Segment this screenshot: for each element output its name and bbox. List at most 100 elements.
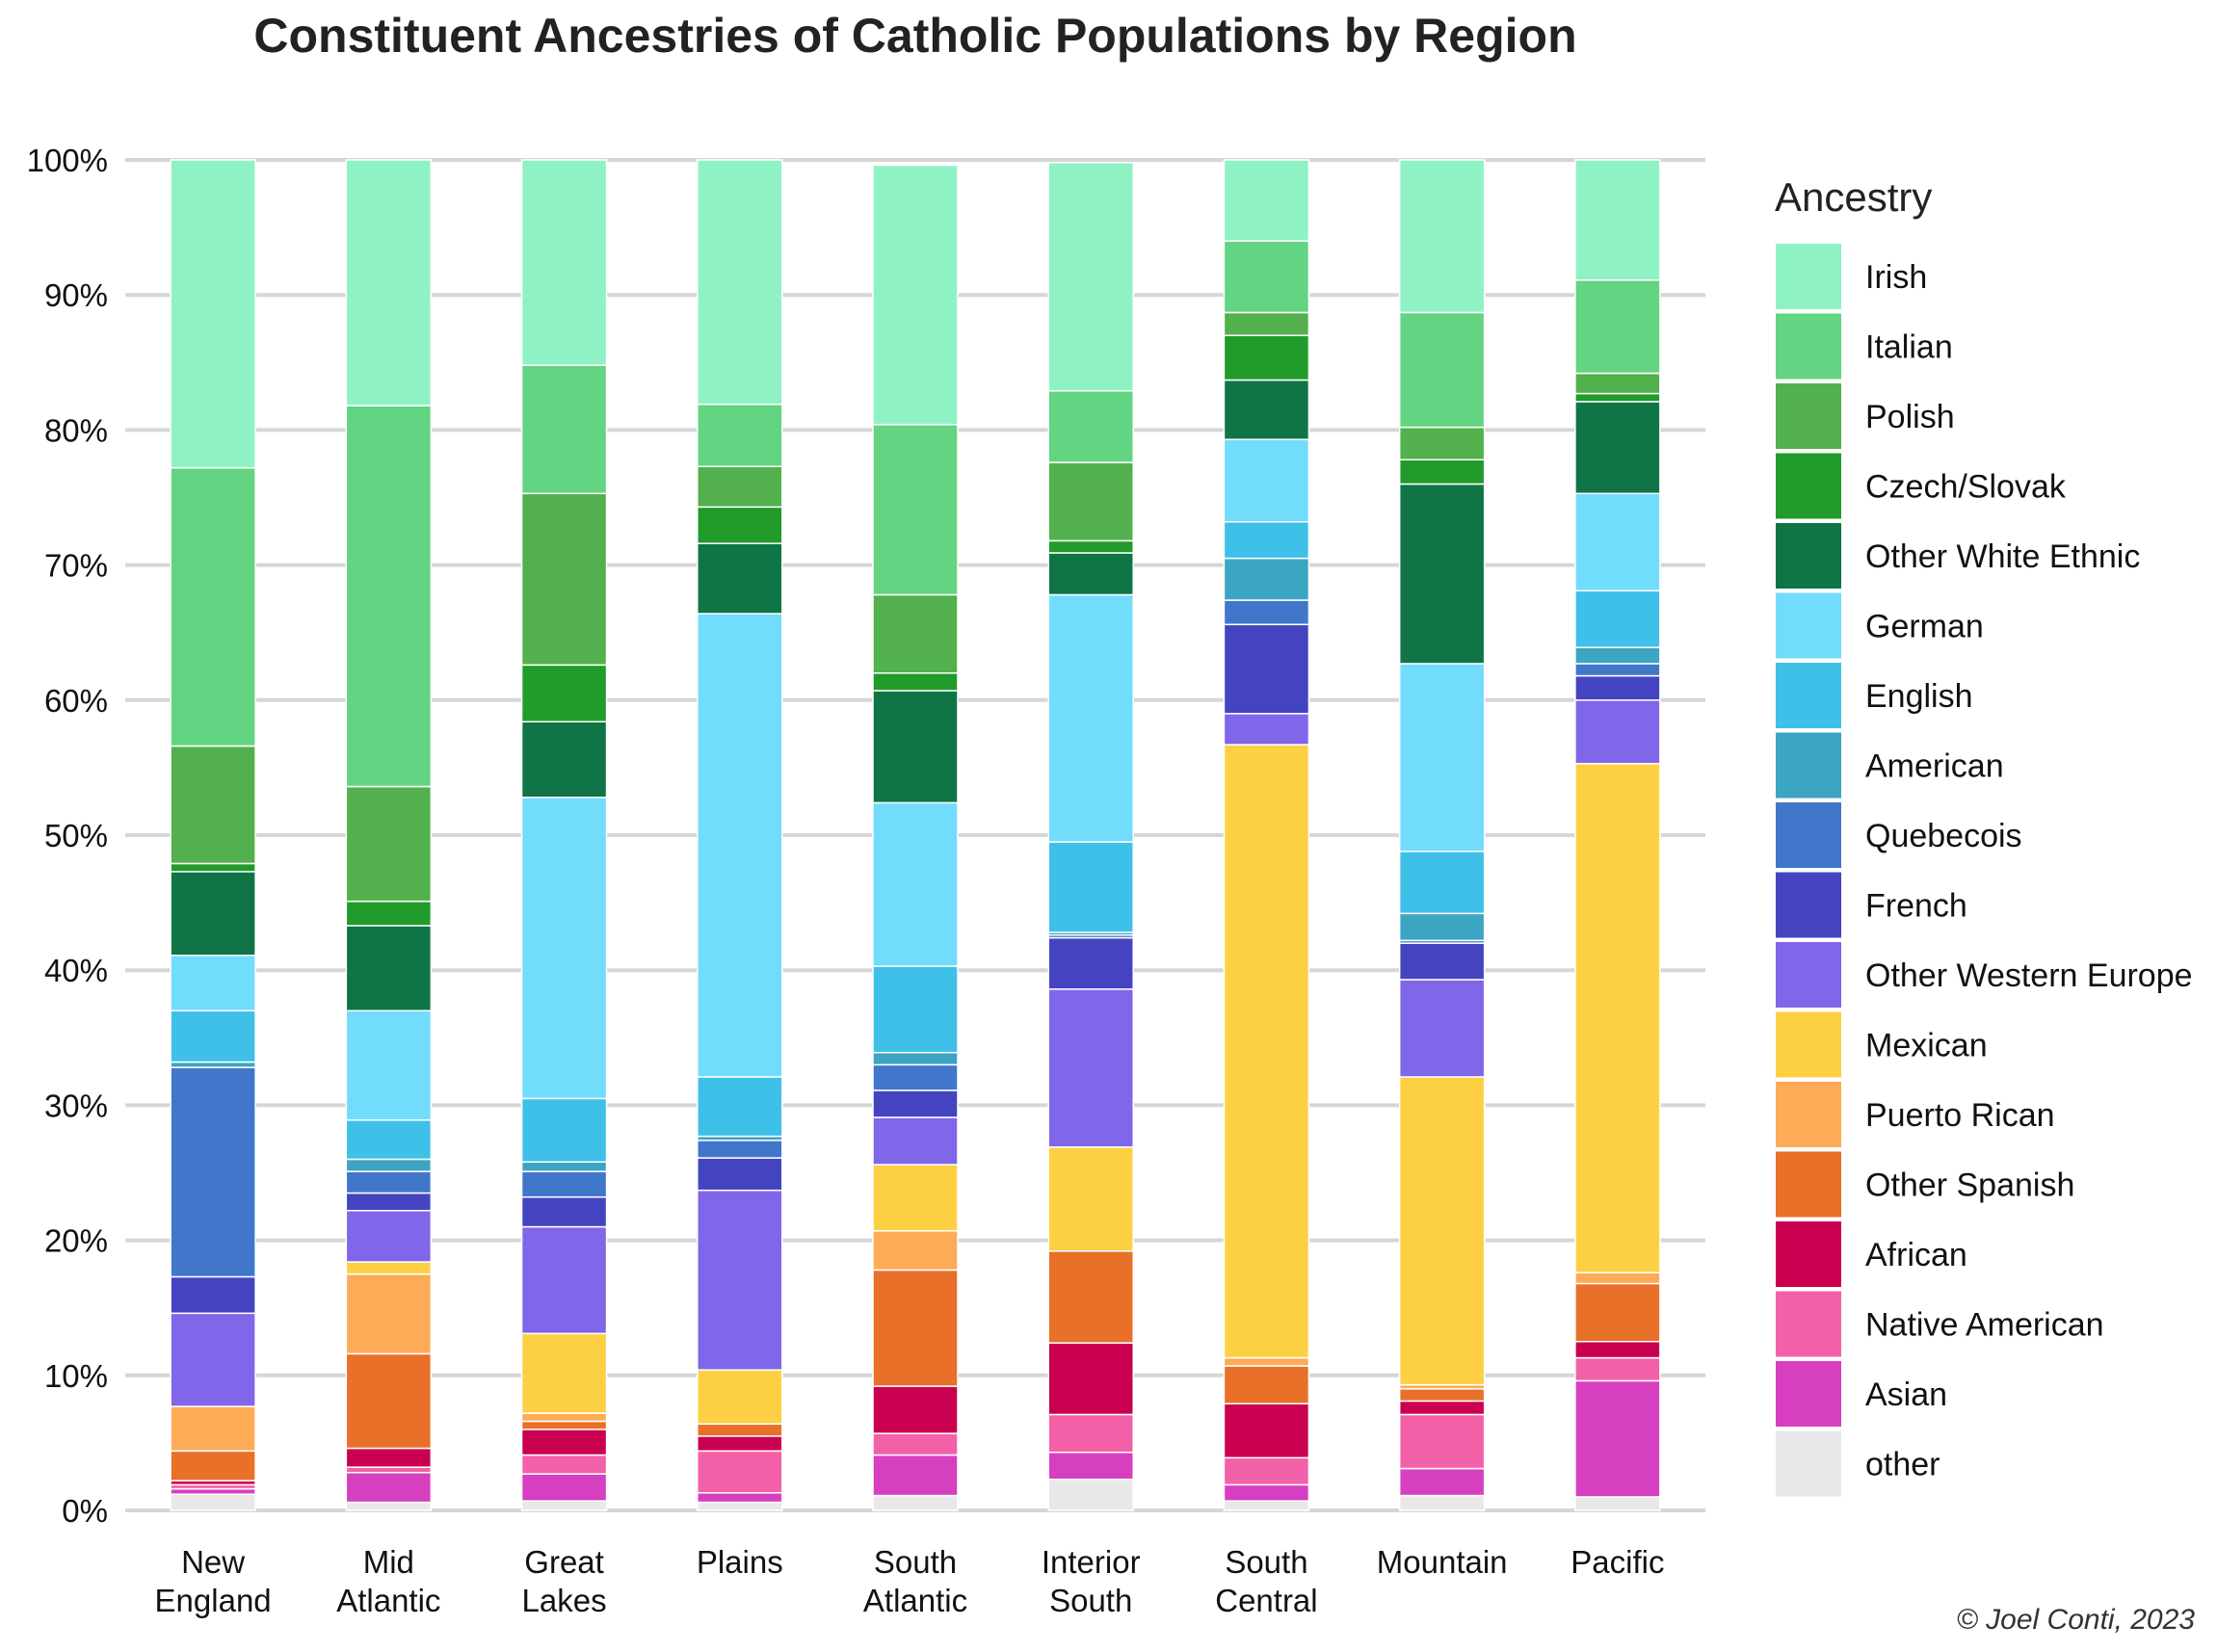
bar-segment [1574, 392, 1661, 403]
y-tick-label: 60% [44, 683, 108, 719]
bar-segment [520, 364, 608, 495]
bar-segment [170, 1405, 256, 1453]
bar-segment [520, 1225, 608, 1335]
bar-segment [1398, 159, 1486, 314]
bar-segment [1047, 1146, 1134, 1252]
bar-segment [520, 1161, 608, 1172]
bar-segment [1574, 279, 1661, 375]
bar-segment [872, 1051, 959, 1066]
x-tick-label: Interior [1042, 1544, 1141, 1580]
bar-segment [1398, 1076, 1486, 1386]
bar-segment [1223, 240, 1310, 314]
legend: Ancestry Irish Italian Polish Czech/Slovak Ot… [1774, 174, 2193, 1499]
bar-segment [1574, 1282, 1661, 1343]
legend-swatch [1774, 1219, 1843, 1289]
bar-segment [872, 1432, 959, 1456]
bar-segment [170, 1450, 256, 1482]
bar-segment [1398, 663, 1486, 852]
bar-segment [872, 1116, 959, 1166]
x-tick-label: England [155, 1583, 272, 1618]
legend-label: Irish [1865, 259, 1927, 296]
bar-segment [1398, 1388, 1486, 1403]
bar-segment [345, 1466, 433, 1474]
bar-segment [170, 745, 256, 865]
bar-segment [520, 1454, 608, 1475]
legend-swatch [1774, 1359, 1843, 1429]
bar-segment [697, 1435, 783, 1453]
bar-segment [520, 1473, 608, 1502]
bar-segment [1574, 159, 1661, 281]
bar-segment [520, 721, 608, 799]
legend-swatch [1774, 521, 1843, 590]
x-tick-label: South [1225, 1544, 1307, 1580]
bar-segment [1398, 851, 1486, 915]
legend-label: Mexican [1865, 1028, 1988, 1064]
bar-segment [1047, 461, 1134, 542]
bar-segment [1223, 1483, 1310, 1502]
bar-segment [520, 1500, 608, 1511]
bar-segment [345, 1119, 433, 1161]
bar-segment [520, 492, 608, 667]
bar-segment [697, 1189, 783, 1371]
bar-segment [170, 1066, 256, 1278]
legend-label: American [1865, 748, 2004, 785]
bar-segment [1574, 663, 1661, 677]
bar-segment [1047, 1342, 1134, 1416]
x-tick-label: Atlantic [336, 1583, 440, 1618]
legend-swatch [1774, 1429, 1843, 1499]
bar-segment [1047, 389, 1134, 463]
bar-segment [170, 159, 256, 469]
x-tick-label: South [874, 1544, 957, 1580]
bar-segment [1047, 593, 1134, 843]
bar-segment [1574, 590, 1661, 648]
bar-segment [1047, 1250, 1134, 1344]
legend-swatch [1774, 1149, 1843, 1219]
bar-segment [1398, 1494, 1486, 1511]
legend-label: Polish [1865, 399, 1955, 435]
bar-segment [345, 1010, 433, 1121]
x-tick-label: New [181, 1544, 245, 1580]
legend-swatch [1774, 661, 1843, 730]
x-tick-label: South [1049, 1583, 1132, 1618]
bar-segment [872, 1385, 959, 1434]
bar-segment [697, 465, 783, 509]
legend-label: Other White Ethnic [1865, 538, 2140, 575]
bar-segment [1047, 539, 1134, 554]
legend-swatch [1774, 800, 1843, 870]
bar-segment [1574, 762, 1661, 1273]
legend-swatch [1774, 311, 1843, 381]
bar-segment [345, 925, 433, 1012]
bar-segment [1223, 1456, 1310, 1486]
bar-segment [1223, 744, 1310, 1359]
bar-segment [170, 1312, 256, 1407]
bar-segment [697, 1450, 783, 1494]
bar-segment [872, 690, 959, 804]
legend-label: Quebecois [1865, 818, 2022, 854]
bar-segment [1047, 841, 1134, 933]
bar-segment [170, 862, 256, 873]
legend-label: other [1865, 1447, 1940, 1483]
legend-swatch [1774, 590, 1843, 661]
bar-segment [345, 1471, 433, 1504]
bar-segment [170, 466, 256, 747]
x-tick-label: Plains [697, 1544, 783, 1580]
bar-segment [520, 1429, 608, 1456]
bar-segment [1223, 334, 1310, 381]
bar-segment [872, 1494, 959, 1511]
bar-segment [520, 1332, 608, 1414]
bar-segment [697, 404, 783, 468]
chart-title: Constituent Ancestries of Catholic Popul… [253, 9, 1577, 63]
bars [170, 159, 1661, 1511]
bar-segment [1047, 552, 1134, 596]
bar-segment [1223, 1403, 1310, 1459]
bar-segment [1574, 1341, 1661, 1359]
bar-segment [345, 1261, 433, 1275]
bar-segment [872, 1230, 959, 1272]
bar-segment [520, 1097, 608, 1164]
bar-segment [1398, 426, 1486, 460]
bar-segment [1398, 1400, 1486, 1416]
legend-label: Czech/Slovak [1865, 469, 2067, 506]
legend-label: German [1865, 609, 1984, 645]
bar-segment [170, 1487, 256, 1495]
